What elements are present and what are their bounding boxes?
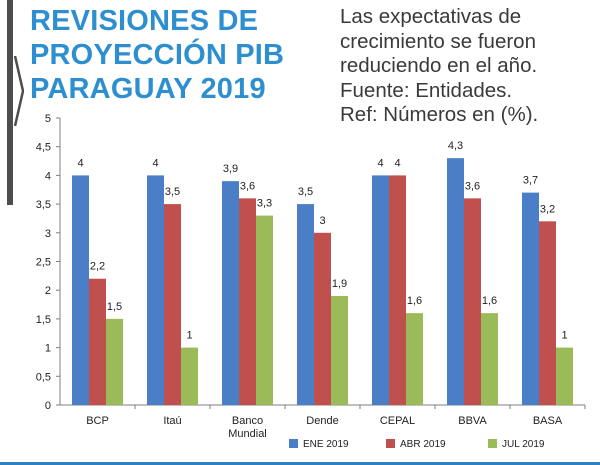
y-tick-label: 1,5 <box>36 314 51 326</box>
data-label: 3,3 <box>257 198 272 210</box>
data-label: 1,9 <box>332 278 347 290</box>
title-line: REVISIONES DE <box>30 5 259 37</box>
bar-abr-2019 <box>164 204 181 405</box>
data-label: 3 <box>319 215 325 227</box>
legend-swatch <box>488 439 497 448</box>
y-tick-label: 0 <box>45 400 51 412</box>
bar-jul-2019 <box>406 313 423 405</box>
category-label: BASA <box>533 415 563 427</box>
chart-description: Las expectativas de crecimiento se fuero… <box>340 5 538 128</box>
data-label: 3,6 <box>240 180 255 192</box>
bar-ene-2019 <box>522 192 539 405</box>
y-tick-label: 2,5 <box>36 257 51 269</box>
data-label: 4 <box>152 157 158 169</box>
legend-swatch <box>386 439 395 448</box>
data-label: 3,5 <box>165 186 180 198</box>
legend-label: ABR 2019 <box>400 439 446 450</box>
bar-abr-2019 <box>539 221 556 405</box>
category-label: Itaú <box>163 415 181 427</box>
bar-abr-2019 <box>239 198 256 405</box>
data-label: 1,6 <box>407 295 422 307</box>
data-label: 3,9 <box>223 163 238 175</box>
data-label: 2,2 <box>90 261 105 273</box>
y-tick-label: 2 <box>45 285 51 297</box>
bar-abr-2019 <box>464 198 481 405</box>
data-label: 1 <box>561 330 567 342</box>
y-tick-label: 4 <box>45 170 51 182</box>
data-label: 1,6 <box>482 295 497 307</box>
bar-jul-2019 <box>481 313 498 405</box>
data-label: 4 <box>377 157 383 169</box>
title-line: PARAGUAY 2019 <box>30 73 266 105</box>
description-line: reduciendo en el año. <box>340 54 538 77</box>
y-tick-label: 3,5 <box>36 199 51 211</box>
bar-jul-2019 <box>331 295 348 405</box>
bar-ene-2019 <box>372 175 389 405</box>
description-line: crecimiento se fueron <box>340 29 536 53</box>
category-label: CEPAL <box>380 415 415 427</box>
data-label: 4 <box>394 157 400 169</box>
description-line: Las expectativas de <box>340 5 522 28</box>
data-label: 4,3 <box>448 140 463 152</box>
legend-label: JUL 2019 <box>502 439 545 450</box>
bar-ene-2019 <box>447 158 464 405</box>
bar-ene-2019 <box>72 175 89 405</box>
bar-ene-2019 <box>297 204 314 405</box>
bar-jul-2019 <box>106 318 123 405</box>
data-label: 3,2 <box>540 203 555 215</box>
data-label: 3,5 <box>298 186 313 198</box>
bar-jul-2019 <box>556 347 573 405</box>
data-label: 1 <box>186 330 192 342</box>
bracket-decoration <box>14 56 24 126</box>
category-label: BCP <box>86 415 109 427</box>
y-tick-label: 5 <box>45 113 51 125</box>
bar-abr-2019 <box>314 232 331 405</box>
y-tick-label: 1 <box>45 343 51 355</box>
category-label: Dende <box>306 415 338 427</box>
y-tick-label: 4,5 <box>36 142 51 154</box>
category-label: Mundial <box>228 428 267 440</box>
data-label: 4 <box>77 157 83 169</box>
data-label: 3,6 <box>465 180 480 192</box>
bottom-rule <box>0 462 600 465</box>
bar-ene-2019 <box>222 181 239 405</box>
description-line: Ref: Números en (%). <box>340 103 539 126</box>
title-line: PROYECCIÓN PIB <box>30 39 285 71</box>
bar-abr-2019 <box>389 175 406 405</box>
y-tick-label: 3 <box>45 228 51 240</box>
description-line: Fuente: Entidades. <box>340 78 513 102</box>
bar-jul-2019 <box>256 215 273 405</box>
decorative-bar <box>7 0 13 205</box>
data-label: 3,7 <box>523 175 538 187</box>
category-label: BBVA <box>458 415 487 427</box>
page-title: REVISIONES DE PROYECCIÓN PIB PARAGUAY 20… <box>30 4 284 106</box>
bar-jul-2019 <box>181 347 198 405</box>
bar-abr-2019 <box>89 278 106 405</box>
legend-swatch <box>289 439 298 448</box>
legend-label: ENE 2019 <box>303 439 349 450</box>
y-tick-label: 0,5 <box>36 371 51 383</box>
category-label: Banco <box>232 415 263 427</box>
data-label: 1,5 <box>107 301 122 313</box>
bar-ene-2019 <box>147 175 164 405</box>
